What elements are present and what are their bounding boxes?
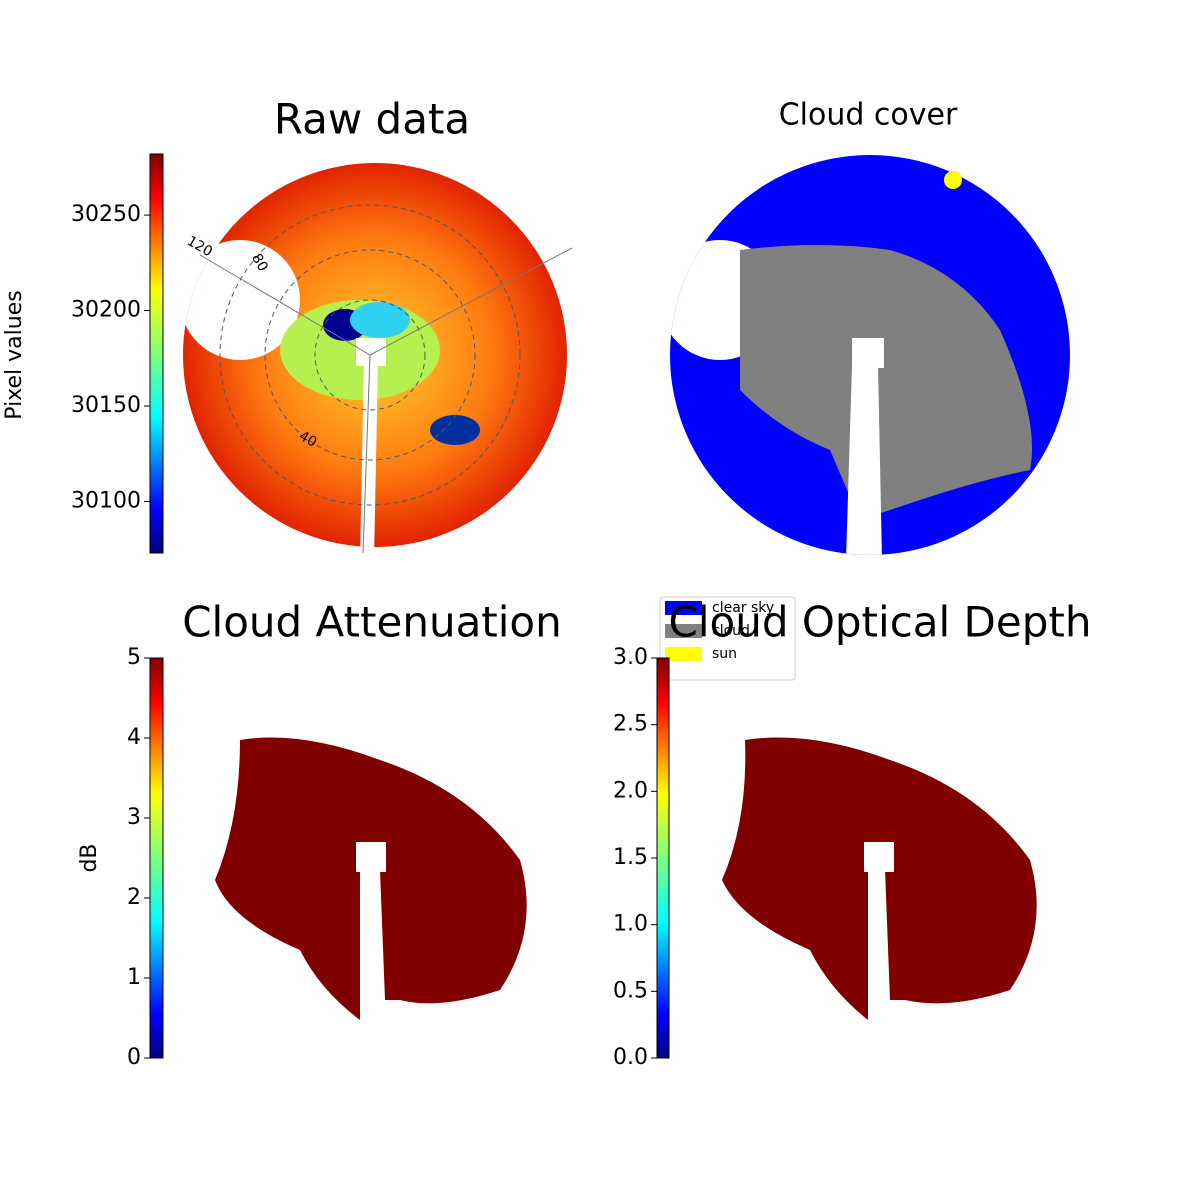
polar-label: 80 xyxy=(248,251,271,274)
subplot-title: Cloud Attenuation xyxy=(182,598,562,647)
colorbar-tick-label: 4 xyxy=(127,725,141,750)
cloud-cover-image xyxy=(670,155,1070,555)
colorbar-tick-label: 30100 xyxy=(71,488,141,513)
legend-swatch xyxy=(665,601,702,615)
colorbar-tick-label: 2 xyxy=(127,885,141,910)
colorbar-tick-label: 3 xyxy=(127,805,141,830)
legend-label: sun xyxy=(712,646,737,662)
colorbar-tick-label: 1.5 xyxy=(613,845,648,870)
optical-depth-image xyxy=(722,737,1037,1020)
raw-image xyxy=(183,163,567,547)
subplot-title: Raw data xyxy=(274,95,470,144)
colorbar-tick-label: 0 xyxy=(127,1045,141,1070)
colorbar-tick-label: 5 xyxy=(127,645,141,670)
colorbar-tick-label: 1.0 xyxy=(613,912,648,937)
colorbar-tick-label: 0.5 xyxy=(613,978,648,1003)
colorbar-tick-label: 2.0 xyxy=(613,778,648,803)
colorbar-label: dB xyxy=(77,843,102,872)
colorbar xyxy=(656,657,670,1059)
subplot-title: Cloud cover xyxy=(779,98,958,133)
colorbar-label: Pixel values xyxy=(2,290,27,419)
colorbar xyxy=(149,153,164,554)
colorbar-tick-label: 0.0 xyxy=(613,1045,648,1070)
legend-label: cloud xyxy=(712,623,750,639)
legend-swatch xyxy=(665,647,702,661)
subplot-title: Cloud Optical Depth xyxy=(669,598,1092,647)
colorbar-tick-label: 30250 xyxy=(71,202,141,227)
polar-label: 40 xyxy=(296,428,319,451)
colorbar-tick-label: 2.5 xyxy=(613,712,648,737)
legend-label: clear sky xyxy=(712,600,774,616)
polar-grid xyxy=(199,204,573,554)
legend-swatch xyxy=(665,624,702,638)
sun-marker xyxy=(944,171,962,189)
colorbar-tick-label: 1 xyxy=(127,965,141,990)
colorbar xyxy=(149,657,164,1059)
colorbar-tick-label: 30150 xyxy=(71,393,141,418)
colorbar-tick-label: 30200 xyxy=(71,298,141,323)
colorbar-tick-label: 3.0 xyxy=(613,645,648,670)
attenuation-image xyxy=(215,737,527,1020)
